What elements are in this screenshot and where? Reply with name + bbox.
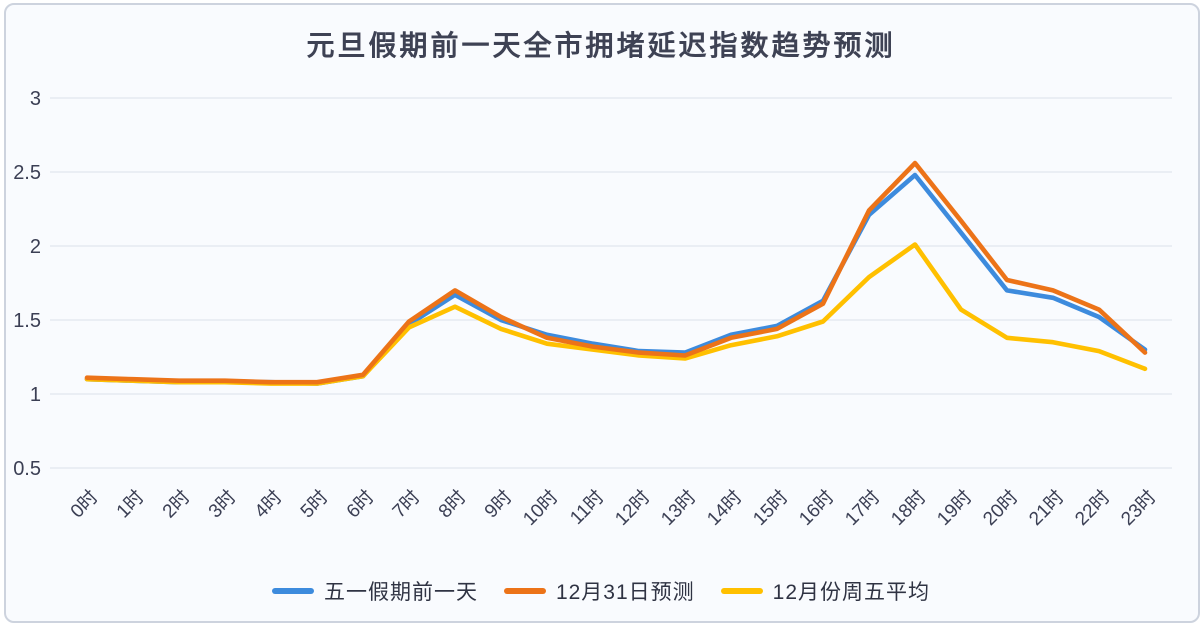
x-tick-label: 6时 <box>342 486 378 522</box>
y-tick-label: 2.5 <box>13 162 41 184</box>
x-tick-label: 20时 <box>979 486 1023 530</box>
x-tick-label: 23时 <box>1117 486 1161 530</box>
x-tick-label: 22时 <box>1071 486 1115 530</box>
legend-swatch-orange-line <box>503 588 546 594</box>
x-tick-label: 16时 <box>795 486 839 530</box>
legend-label: 12月31日预测 <box>555 581 695 604</box>
legend-swatch-yellow-line <box>720 588 763 594</box>
legend-label: 12月份周五平均 <box>772 581 931 604</box>
x-tick-label: 15时 <box>749 486 793 530</box>
x-tick-label: 17时 <box>841 486 885 530</box>
x-tick-label: 8时 <box>434 486 470 522</box>
chart-title: 元旦假期前一天全市拥堵延迟指数趋势预测 <box>306 30 896 61</box>
x-tick-label: 21时 <box>1025 486 1069 530</box>
x-tick-label: 4时 <box>250 486 286 522</box>
x-tick-label: 0时 <box>66 486 102 522</box>
x-tick-label: 9时 <box>480 486 516 522</box>
x-tick-label: 10时 <box>519 486 563 530</box>
x-tick-label: 11时 <box>566 486 609 529</box>
x-tick-label: 1时 <box>112 486 148 522</box>
chart-card <box>4 3 1200 623</box>
x-tick-label: 2时 <box>158 486 194 522</box>
legend-item-holiday-eve: 五一假期前一天 <box>271 576 478 606</box>
legend-swatch-blue-line <box>271 588 314 594</box>
x-tick-label: 12时 <box>611 486 655 530</box>
legend-item-friday-average: 12月份周五平均 <box>720 576 931 606</box>
chart-legend: 五一假期前一天 12月31日预测 12月份周五平均 <box>0 576 1202 606</box>
x-tick-label: 7时 <box>388 486 424 522</box>
x-tick-label: 3时 <box>204 486 240 522</box>
y-tick-label: 1.5 <box>13 310 41 332</box>
x-tick-label: 13时 <box>657 486 701 530</box>
y-tick-label: 0.5 <box>13 458 41 480</box>
x-tick-label: 18时 <box>887 486 931 530</box>
y-tick-label: 2 <box>30 236 41 258</box>
legend-label: 五一假期前一天 <box>323 581 478 604</box>
y-tick-label: 1 <box>30 384 41 406</box>
y-tick-label: 3 <box>30 88 41 110</box>
x-tick-label: 5时 <box>296 486 332 522</box>
x-tick-label: 14时 <box>703 486 747 530</box>
x-tick-label: 19时 <box>933 486 977 530</box>
legend-item-dec31-forecast: 12月31日预测 <box>503 576 695 606</box>
series-line <box>84 160 1148 385</box>
